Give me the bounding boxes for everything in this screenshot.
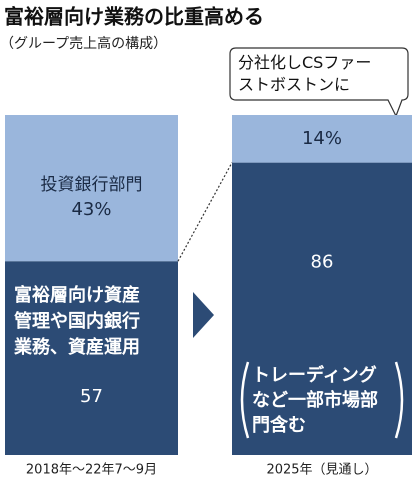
x-tick-label: 2025年（見通し）	[266, 463, 377, 478]
callout-text: 分社化しCSファーストボストンに	[238, 53, 371, 94]
bracket	[394, 361, 404, 439]
chart-title: 富裕層向け業務の比重高める	[4, 5, 264, 29]
bracket	[240, 361, 250, 439]
value-label: 14%	[302, 128, 342, 149]
value-label: 43%	[71, 199, 111, 220]
bar-segment	[232, 115, 412, 163]
value-label: 86	[311, 252, 334, 273]
bar-segment	[232, 162, 412, 455]
chart-subtitle: （グループ売上高の構成）	[0, 35, 167, 52]
value-label: 57	[80, 386, 103, 407]
bar-segment	[5, 261, 178, 455]
arrow	[193, 292, 214, 338]
connector	[177, 162, 233, 262]
bar-segment	[5, 115, 178, 262]
series-label: 富裕層向け資産管理や国内銀行業務、資産運用	[13, 284, 140, 358]
series-label: 投資銀行部門	[41, 175, 143, 195]
annotation: トレーディングなど一部市場部門含む	[252, 364, 378, 436]
x-tick-label: 2018年～22年7～9月	[26, 463, 157, 478]
